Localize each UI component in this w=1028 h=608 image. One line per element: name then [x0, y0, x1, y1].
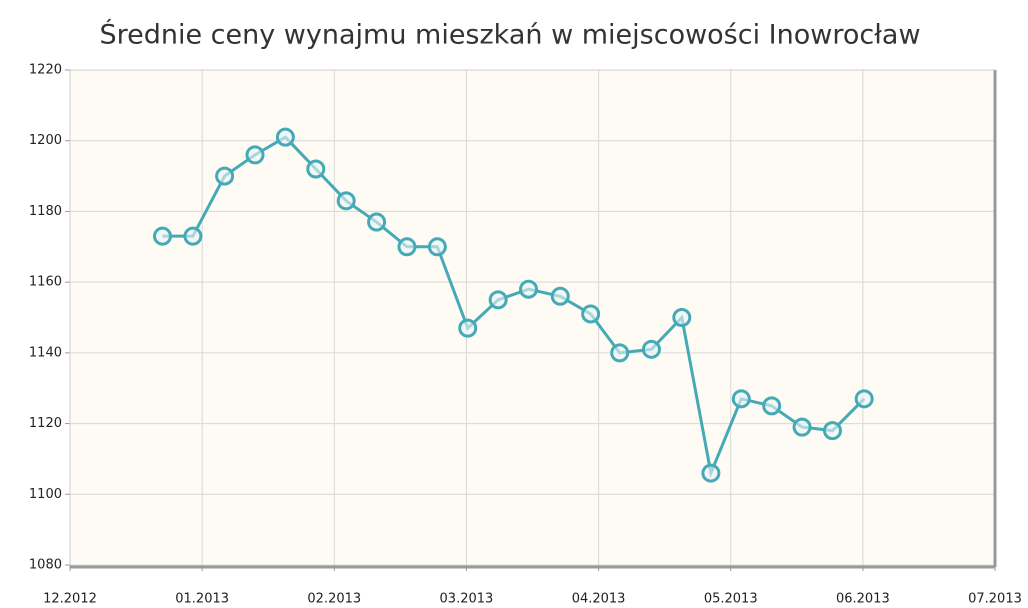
- x-tick-label: 01.2013: [175, 592, 229, 607]
- y-tick-label: 1080: [29, 558, 62, 573]
- data-point: [458, 318, 478, 338]
- data-point: [701, 463, 721, 483]
- data-point: [183, 226, 203, 246]
- data-point: [581, 304, 601, 324]
- data-point: [306, 159, 326, 179]
- data-point: [427, 237, 447, 257]
- x-tick-label: 06.2013: [836, 592, 890, 607]
- y-tick-label: 1140: [29, 345, 62, 360]
- data-point: [519, 279, 539, 299]
- data-point: [245, 145, 265, 165]
- data-point: [367, 212, 387, 232]
- data-point: [762, 396, 782, 416]
- data-point: [153, 226, 172, 246]
- y-tick-label: 1120: [29, 416, 62, 431]
- data-point: [336, 191, 356, 211]
- y-tick-label: 1100: [29, 487, 62, 502]
- data-point: [792, 417, 812, 437]
- y-tick-label: 1200: [29, 133, 62, 148]
- data-point: [215, 166, 235, 186]
- plot-area: [70, 70, 995, 565]
- y-tick-label: 1220: [29, 63, 62, 78]
- x-tick-label: 05.2013: [704, 592, 758, 607]
- data-point: [731, 389, 751, 409]
- data-point: [641, 339, 661, 359]
- x-tick-label: 03.2013: [440, 592, 494, 607]
- x-tick-label: 12.2012: [43, 592, 97, 607]
- data-point: [672, 308, 692, 327]
- data-point: [822, 421, 842, 441]
- x-tick-label: 07.2013: [968, 592, 1022, 607]
- data-point: [854, 389, 874, 409]
- data-point: [488, 290, 508, 310]
- data-point: [275, 127, 295, 147]
- chart-title: Średnie ceny wynajmu mieszkań w miejscow…: [99, 19, 920, 51]
- y-tick-label: 1160: [29, 275, 62, 290]
- data-point: [550, 286, 570, 306]
- data-point: [610, 343, 630, 363]
- x-tick-label: 02.2013: [307, 592, 361, 607]
- x-tick-label: 04.2013: [572, 592, 626, 607]
- data-point: [397, 237, 417, 257]
- y-tick-label: 1180: [29, 204, 62, 219]
